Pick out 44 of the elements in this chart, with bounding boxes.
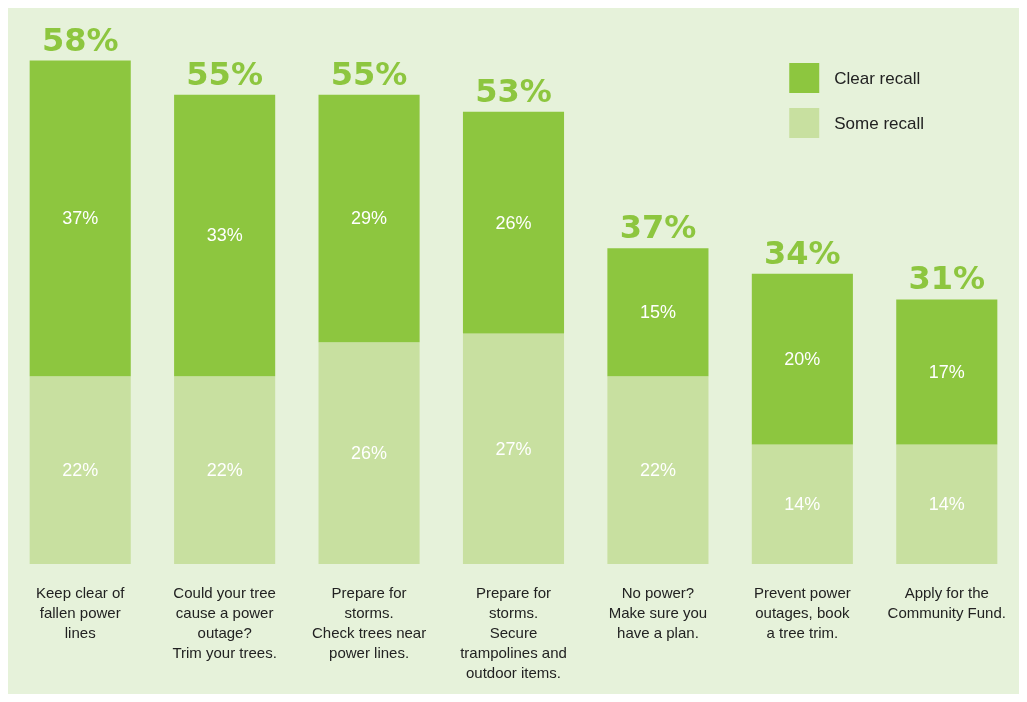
data-label: 22%	[206, 460, 243, 481]
data-label: 17%	[928, 362, 965, 382]
legend-label: Clear recall	[834, 68, 921, 88]
data-label: 20%	[784, 349, 821, 370]
total-label: 58%	[41, 20, 119, 59]
x-tick-label: No power? Make sure you have a plan.	[608, 583, 708, 641]
bar	[174, 94, 276, 377]
data-label: 14%	[928, 494, 965, 515]
bar	[896, 444, 998, 564]
total-label: 55%	[186, 54, 263, 93]
bar	[607, 376, 709, 564]
total-label: 55%	[330, 54, 408, 93]
bar	[607, 248, 709, 377]
bar	[29, 60, 131, 377]
data-label: 14%	[784, 494, 821, 515]
bar	[462, 333, 565, 564]
total-label: 53%	[475, 71, 552, 110]
bar	[174, 376, 276, 564]
bar	[751, 273, 853, 445]
bar	[751, 444, 853, 564]
data-label: 33%	[206, 225, 243, 246]
bar	[318, 342, 420, 564]
bar	[318, 94, 420, 343]
data-label: 15%	[639, 302, 676, 323]
data-label: 26%	[495, 212, 532, 233]
data-label: 27%	[495, 438, 532, 459]
total-label: 31%	[908, 259, 986, 298]
data-label: 29%	[351, 208, 388, 229]
bar	[29, 376, 131, 564]
data-label: 37%	[62, 208, 99, 229]
x-tick-label: Prepare for storms. Check trees near power lines.	[311, 583, 427, 661]
total-label: 37%	[619, 208, 697, 247]
bar	[462, 111, 565, 334]
x-tick-label: Prepare for storms. Secure trampolines and outdoor items.	[460, 583, 567, 681]
bar	[896, 299, 998, 445]
data-label: 26%	[351, 443, 388, 464]
x-tick-label: Keep clear of fallen power lines	[36, 583, 126, 641]
x-tick-label: Prevent power outages, book a tree trim.	[754, 583, 851, 641]
x-tick-label: Could your tree cause a power outage? Trim your trees.	[172, 583, 277, 661]
data-label: 22%	[62, 460, 99, 481]
data-label: 22%	[639, 460, 676, 481]
x-tick-label: Apply for the Community Fund.	[887, 583, 1006, 621]
total-label: 34%	[764, 233, 841, 272]
legend-label: Some recall	[834, 113, 925, 133]
